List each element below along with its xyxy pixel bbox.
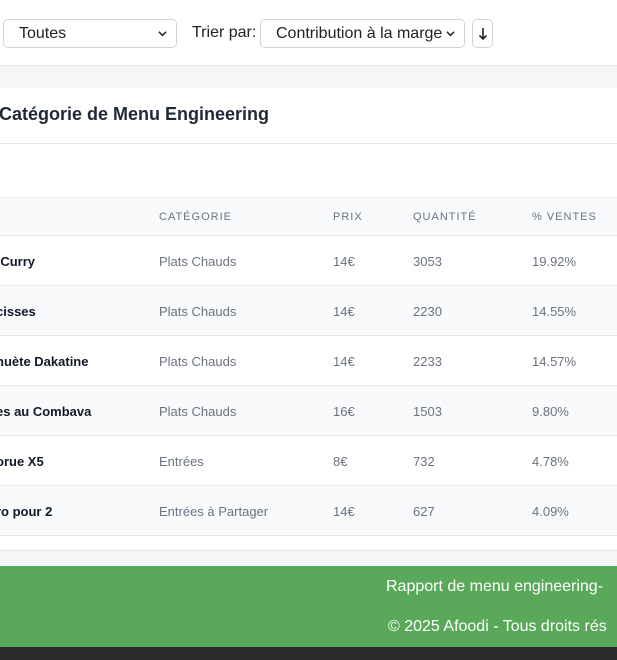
table-row[interactable]: ro pour 2 Entrées à Partager 14€ 627 4.0… [0,486,617,536]
divider [0,143,617,144]
item-price: 8€ [333,454,348,469]
item-name: -Curry [0,254,36,269]
item-price: 14€ [333,304,355,319]
item-name: cisses [0,304,36,319]
item-name: ro pour 2 [0,504,53,519]
item-quantity: 3053 [413,254,442,269]
item-price: 16€ [333,404,355,419]
menu-engineering-card: Catégorie de Menu Engineering Catégorie … [0,88,617,551]
card-title: Catégorie de Menu Engineering [0,104,270,124]
sort-select[interactable]: Contribution à la marge [260,19,465,48]
item-quantity: 2233 [413,354,442,369]
item-price: 14€ [333,504,355,519]
item-category: Plats Chauds [159,404,237,419]
item-sales-pct: 14.57% [532,354,577,369]
item-sales-pct: 9.80% [532,404,569,419]
chevron-down-icon [446,31,455,37]
footer: Rapport de menu engineering- © 2025 Afoo… [0,566,617,647]
item-category: Entrées [159,454,204,469]
item-sales-pct: 4.09% [532,504,569,519]
column-header-category[interactable]: Catégorie [159,211,232,223]
filter-bar: Toutes Trier par: Contribution à la marg… [0,0,617,66]
item-quantity: 627 [413,504,435,519]
category-select[interactable]: Toutes [3,19,177,48]
chevron-down-icon [158,31,167,37]
category-select-value: Toutes [19,24,67,42]
table-row[interactable]: cisses Plats Chauds 14€ 2230 14.55% [0,286,617,336]
item-quantity: 2230 [413,304,442,319]
item-quantity: 1503 [413,404,442,419]
item-sales-pct: 4.78% [532,454,569,469]
column-header-quantity[interactable]: Quantité [413,211,477,223]
item-category: Plats Chauds [159,304,237,319]
item-sales-pct: 14.55% [532,304,577,319]
table-header: Catégorie Prix Quantité % Ventes [0,197,617,236]
item-name: es au Combava [0,404,92,419]
item-price: 14€ [333,354,355,369]
table-row[interactable]: huète Dakatine Plats Chauds 14€ 2233 14.… [0,336,617,386]
item-category: Entrées à Partager [159,504,269,519]
column-header-price[interactable]: Prix [333,211,363,223]
table-row[interactable]: es au Combava Plats Chauds 16€ 1503 9.80… [0,386,617,436]
item-name: huète Dakatine [0,354,89,369]
sort-select-value: Contribution à la marge [276,24,443,42]
footer-report-text: Rapport de menu engineering- [386,578,604,595]
item-price: 14€ [333,254,355,269]
column-header-sales-pct[interactable]: % Ventes [532,211,597,223]
table-row[interactable]: -Curry Plats Chauds 14€ 3053 19.92% [0,236,617,286]
item-sales-pct: 19.92% [532,254,577,269]
item-name: orue X5 [0,454,44,469]
item-quantity: 732 [413,454,435,469]
item-category: Plats Chauds [159,254,237,269]
item-category: Plats Chauds [159,354,237,369]
sort-direction-button[interactable] [472,19,493,48]
arrow-down-icon [478,27,487,40]
sort-label: Trier par: [192,24,257,41]
footer-copyright: © 2025 Afoodi - Tous droits rés [388,618,607,635]
bottom-bar [0,647,617,660]
table-row[interactable]: orue X5 Entrées 8€ 732 4.78% [0,436,617,486]
